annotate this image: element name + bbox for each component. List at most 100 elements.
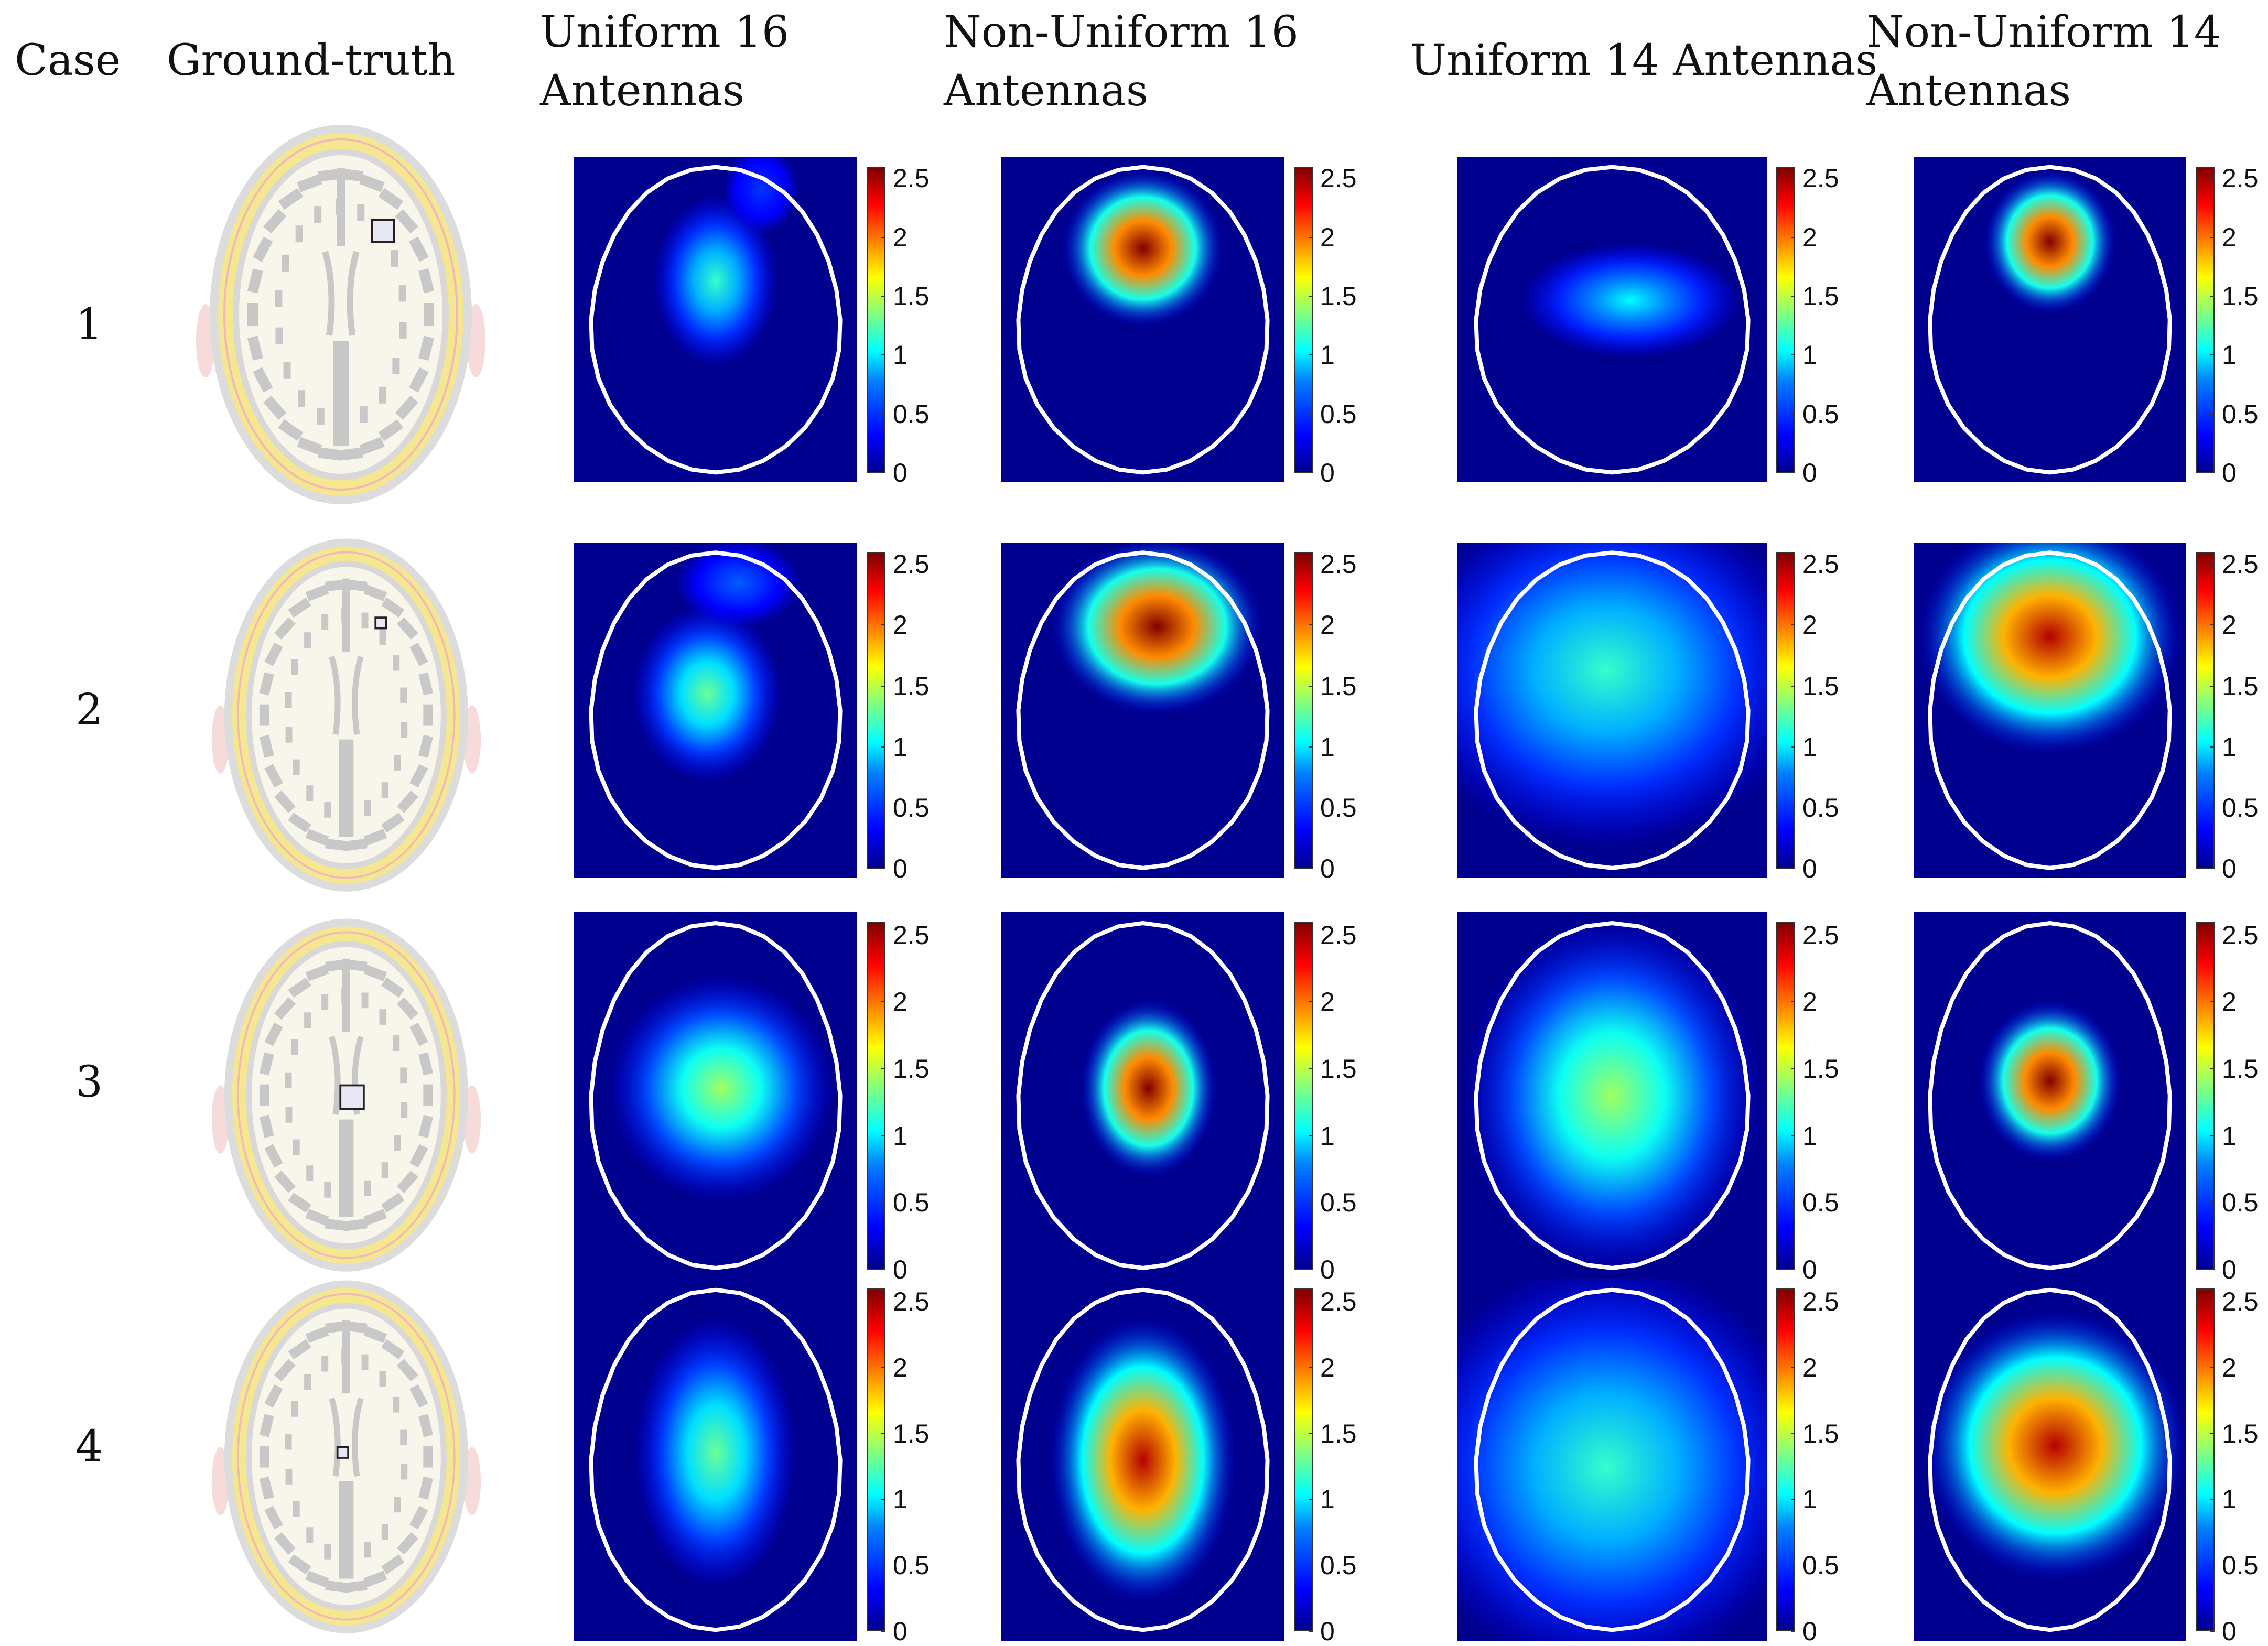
colorbar-tick-mark xyxy=(1791,1631,1795,1632)
colorbar-tick-mark xyxy=(881,1202,885,1204)
colorbar-tick-mark xyxy=(2210,472,2215,473)
colorbar-tick-mark xyxy=(2210,1135,2215,1136)
head-outline xyxy=(1474,1287,1751,1632)
activation-blob xyxy=(676,543,801,627)
colorbar-tick-mark xyxy=(1791,1068,1795,1069)
colorbar-tick-mark xyxy=(1309,413,1313,415)
colorbar-tick-label: 0 xyxy=(2222,458,2237,488)
reconstruction-map xyxy=(1001,912,1284,1279)
colorbar-tick-mark xyxy=(2210,1301,2215,1303)
header-non-uniform-14: Non-Uniform 14 Antennas xyxy=(1866,7,2221,116)
colorbar-tick-mark xyxy=(881,685,885,687)
colorbar-tick-mark xyxy=(1791,178,1795,179)
colorbar-tick-label: 0 xyxy=(1802,1255,1817,1284)
colorbar-tick-mark xyxy=(881,413,885,415)
colorbar-tick-mark xyxy=(1791,1135,1795,1136)
activation-blob xyxy=(1462,918,1762,1273)
recon-panel-case2-uniform-16: 0 0.5 1 1.5 2 2.5 xyxy=(574,543,962,882)
colorbar xyxy=(1294,167,1313,473)
header-non-uniform-16: Non-Uniform 16 Antennas xyxy=(944,7,1299,116)
reconstruction-map xyxy=(574,543,857,878)
colorbar-tick-label: 2.5 xyxy=(1320,549,1357,579)
colorbar-tick-label: 2 xyxy=(1320,610,1335,640)
colorbar-tick-mark xyxy=(1791,1202,1795,1204)
head-outline xyxy=(589,921,843,1270)
colorbar-tick-label: 0 xyxy=(893,854,908,883)
colorbar-tick-label: 1 xyxy=(2222,340,2237,370)
colorbar-tick-label: 0 xyxy=(1320,458,1335,488)
activation-blob xyxy=(609,975,834,1201)
colorbar-tick-mark xyxy=(2210,564,2215,565)
colorbar-tick-mark xyxy=(881,934,885,936)
colorbar-tick-label: 1.5 xyxy=(2222,1418,2259,1448)
colorbar-tick-mark xyxy=(1309,685,1313,687)
colorbar-tick-mark xyxy=(2210,1367,2215,1368)
colorbar-tick-mark xyxy=(1309,1269,1313,1270)
colorbar-tick-mark xyxy=(1791,685,1795,687)
colorbar-tick-label: 0.5 xyxy=(1320,793,1357,822)
colorbar-tick-label: 2 xyxy=(2222,610,2237,640)
colorbar-tick-label: 2 xyxy=(2222,987,2237,1017)
colorbar-tick-label: 2.5 xyxy=(1320,164,1357,193)
colorbar-tick-mark xyxy=(881,746,885,748)
colorbar-tick-mark xyxy=(1791,1269,1795,1270)
head-outline xyxy=(1474,165,1751,475)
colorbar-tick-label: 0.5 xyxy=(2222,399,2259,429)
colorbar-tick-mark xyxy=(1309,746,1313,748)
colorbar-tick-label: 1 xyxy=(893,340,908,370)
head-outline xyxy=(1016,550,1270,870)
colorbar-tick-mark xyxy=(1791,1433,1795,1434)
colorbar xyxy=(1294,552,1313,869)
reconstruction-map xyxy=(1914,912,2186,1279)
colorbar-tick-label: 2 xyxy=(2222,1352,2237,1382)
head-outline xyxy=(1928,1287,2172,1632)
colorbar-tick-label: 1.5 xyxy=(893,281,930,311)
head-outline xyxy=(1016,165,1270,475)
activation-blob xyxy=(632,605,782,782)
header-uniform-16: Uniform 16 Antennas xyxy=(540,7,790,116)
colorbar-tick-label: 1 xyxy=(1320,340,1335,370)
colorbar-tick-label: 2.5 xyxy=(2222,164,2259,193)
recon-panel-case4-uniform-16: 0 0.5 1 1.5 2 2.5 xyxy=(574,1279,962,1644)
colorbar xyxy=(2196,1288,2215,1631)
head-outline xyxy=(1928,921,2172,1270)
colorbar-tick-mark xyxy=(2210,1001,2215,1003)
recon-panel-case3-uniform-16: 0 0.5 1 1.5 2 2.5 xyxy=(574,912,962,1283)
activation-blob xyxy=(723,157,798,233)
colorbar xyxy=(867,1288,885,1631)
colorbar-tick-label: 2.5 xyxy=(1320,920,1357,950)
colorbar-tick-mark xyxy=(881,564,885,565)
colorbar-tick-mark xyxy=(881,1433,885,1434)
colorbar-tick-mark xyxy=(881,1367,885,1368)
colorbar-tick-label: 0 xyxy=(2222,1255,2237,1284)
colorbar-tick-label: 1 xyxy=(2222,732,2237,762)
colorbar-tick-label: 0.5 xyxy=(1802,399,1839,429)
activation-blob xyxy=(1457,543,1767,848)
colorbar-tick-label: 2.5 xyxy=(2222,1287,2259,1317)
colorbar-tick-mark xyxy=(881,1001,885,1003)
colorbar-tick-label: 1.5 xyxy=(1320,1418,1357,1448)
colorbar-tick-label: 2 xyxy=(1320,1352,1335,1382)
colorbar xyxy=(2196,552,2215,869)
colorbar-tick-mark xyxy=(2210,413,2215,415)
recon-panel-case2-non-uniform-16: 0 0.5 1 1.5 2 2.5 xyxy=(1001,543,1389,882)
colorbar-tick-label: 2 xyxy=(893,610,908,640)
colorbar-tick-mark xyxy=(1309,868,1313,869)
header-uniform-14: Uniform 14 Antennas xyxy=(1410,36,1878,85)
colorbar-tick-mark xyxy=(1309,236,1313,238)
colorbar-tick-mark xyxy=(2210,807,2215,808)
colorbar-tick-mark xyxy=(1309,1135,1313,1136)
colorbar-tick-label: 0.5 xyxy=(1320,1188,1357,1218)
reconstruction-map xyxy=(1001,157,1284,482)
colorbar-tick-label: 2 xyxy=(1802,1352,1817,1382)
reconstruction-map xyxy=(574,1279,857,1641)
colorbar-tick-label: 1 xyxy=(1802,1485,1817,1514)
colorbar-tick-label: 2 xyxy=(893,1352,908,1382)
colorbar xyxy=(1776,167,1795,473)
colorbar-tick-label: 1 xyxy=(1802,1121,1817,1151)
colorbar-tick-label: 0.5 xyxy=(2222,1551,2259,1580)
colorbar-tick-label: 2.5 xyxy=(893,920,930,950)
colorbar-tick-label: 2.5 xyxy=(1802,920,1839,950)
colorbar-tick-label: 1 xyxy=(1320,732,1335,762)
colorbar-tick-label: 1 xyxy=(2222,1121,2237,1151)
